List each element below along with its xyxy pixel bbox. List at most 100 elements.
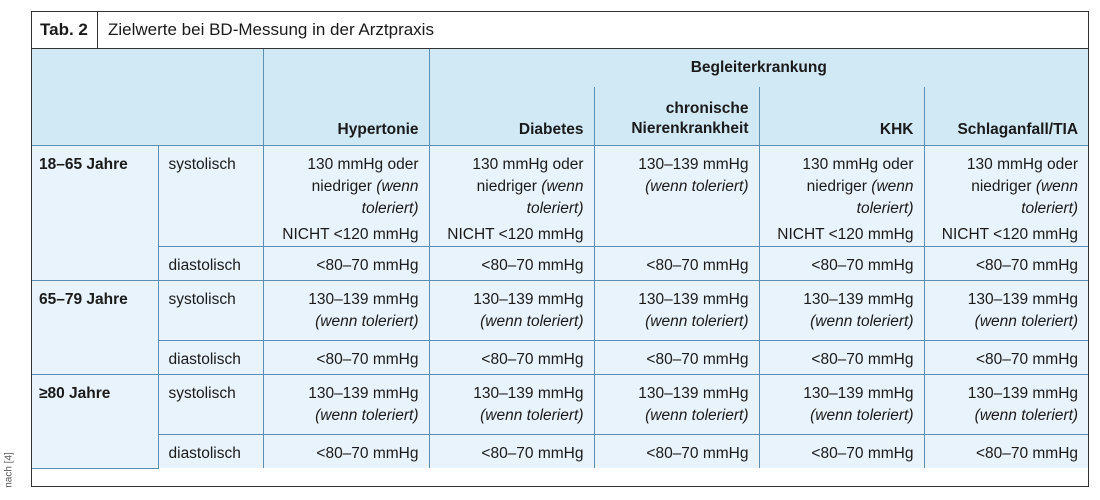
value-note: toleriert) bbox=[361, 199, 419, 217]
value-limit: NICHT <120 mmHg bbox=[447, 225, 584, 243]
value-main: 130–139 mmHg bbox=[308, 384, 419, 402]
cell-value: 130–139 mmHg (wenn toleriert) bbox=[262, 373, 430, 435]
target-values-table: Tab. 2 Zielwerte bei BD-Messung in der A… bbox=[31, 11, 1089, 487]
header-schlaganfall: Schlaganfall/TIA bbox=[923, 87, 1089, 146]
source-note: nach [4] bbox=[3, 452, 15, 488]
cell-value: <80–70 mmHg bbox=[428, 245, 595, 281]
value-main: 130–139 mmHg bbox=[803, 290, 914, 308]
value-note: (wenn toleriert) bbox=[810, 406, 914, 424]
cell-value: <80–70 mmHg bbox=[758, 245, 925, 281]
age-group-18-65: 18–65 Jahre bbox=[32, 145, 159, 281]
value-limit: NICHT <120 mmHg bbox=[777, 225, 914, 243]
cell-value: <80–70 mmHg bbox=[923, 245, 1089, 281]
cell-value: <80–70 mmHg bbox=[262, 339, 430, 375]
value-note: (wenn toleriert) bbox=[315, 312, 419, 330]
cell-value: 130–139 mmHg (wenn toleriert) bbox=[593, 373, 760, 435]
type-systolisch: systolisch bbox=[157, 279, 264, 341]
cell-value: <80–70 mmHg bbox=[262, 433, 430, 468]
value-main: 130 mmHg oder bbox=[307, 155, 419, 173]
source-note-text: nach [4] bbox=[3, 452, 15, 488]
value-main: 130–139 mmHg bbox=[967, 384, 1079, 402]
cell-value: <80–70 mmHg bbox=[593, 245, 760, 281]
cell-value: 130–139 mmHg (wenn toleriert) bbox=[593, 145, 760, 247]
cell-value: <80–70 mmHg bbox=[923, 433, 1089, 468]
cell-value: 130–139 mmHg (wenn toleriert) bbox=[758, 373, 925, 435]
type-diastolisch: diastolisch bbox=[158, 245, 264, 281]
cell-value: <80–70 mmHg bbox=[428, 433, 595, 468]
header-empty bbox=[32, 49, 264, 146]
header-hypertonie: Hypertonie bbox=[262, 49, 430, 146]
cell-value: 130–139 mmHg (wenn toleriert) bbox=[593, 279, 760, 341]
cell-value: 130–139 mmHg (wenn toleriert) bbox=[428, 373, 595, 435]
header-begleiterkrankung: Begleiterkrankung bbox=[428, 49, 1089, 87]
value-note: (wenn toleriert) bbox=[810, 312, 914, 330]
value-note: (wenn toleriert) bbox=[480, 312, 584, 330]
table-row: 65–79 Jahre systolisch 130–139 mmHg (wenn… bbox=[32, 279, 1089, 375]
table-row: diastolisch <80–70 mmHg <80–70 mmHg <80–… bbox=[32, 339, 1089, 375]
cell-value: 130–139 mmHg (wenn toleriert) bbox=[923, 279, 1089, 341]
cell-value: 130–139 mmHg (wenn toleriert) bbox=[923, 373, 1089, 435]
table-row: 18–65 Jahre systolisch 130 mmHg oder nie… bbox=[32, 145, 1089, 281]
cell-value: <80–70 mmHg bbox=[758, 339, 925, 375]
value-main: 130–139 mmHg bbox=[308, 290, 419, 308]
value-main: niedriger bbox=[311, 177, 372, 195]
table-row: diastolisch <80–70 mmHg <80–70 mmHg <80–… bbox=[32, 245, 1089, 281]
cell-value: <80–70 mmHg bbox=[593, 339, 760, 375]
cell-value: 130–139 mmHg (wenn toleriert) bbox=[428, 279, 595, 341]
type-diastolisch: diastolisch bbox=[158, 433, 264, 468]
value-limit: NICHT <120 mmHg bbox=[941, 225, 1079, 243]
type-systolisch: systolisch bbox=[157, 145, 264, 247]
value-main: 130–139 mmHg bbox=[638, 155, 749, 173]
table-number: Tab. 2 bbox=[32, 12, 98, 48]
type-diastolisch: diastolisch bbox=[158, 339, 264, 375]
value-note: (wenn toleriert) bbox=[974, 312, 1079, 330]
cell-value: 130 mmHg oder niedriger (wenn toleriert)… bbox=[428, 145, 595, 247]
value-main: 130–139 mmHg bbox=[803, 384, 914, 402]
value-note: (wenn bbox=[1035, 177, 1079, 195]
cell-value: <80–70 mmHg bbox=[923, 339, 1089, 375]
table-title: Zielwerte bei BD-Messung in der Arztprax… bbox=[108, 20, 434, 39]
header-khk: KHK bbox=[758, 87, 924, 146]
value-note: (wenn toleriert) bbox=[645, 312, 749, 330]
cell-value: 130 mmHg oder niedriger (wenn toleriert)… bbox=[262, 145, 430, 247]
value-main: 130 mmHg oder bbox=[472, 155, 584, 173]
value-note: (wenn toleriert) bbox=[645, 177, 749, 195]
cell-value: 130 mmHg oder niedriger (wenn toleriert)… bbox=[758, 145, 925, 247]
cell-value: <80–70 mmHg bbox=[593, 433, 760, 468]
value-note: toleriert) bbox=[856, 199, 914, 217]
value-note: toleriert) bbox=[526, 199, 584, 217]
value-main: 130 mmHg oder bbox=[966, 155, 1079, 173]
table-row: ≥80 Jahre systolisch 130–139 mmHg (wenn t… bbox=[32, 373, 1089, 469]
value-note: (wenn bbox=[376, 177, 419, 195]
cell-value: 130–139 mmHg (wenn toleriert) bbox=[758, 279, 925, 341]
cell-value: 130 mmHg oder niedriger (wenn toleriert)… bbox=[923, 145, 1089, 247]
cell-value: <80–70 mmHg bbox=[758, 433, 925, 468]
cell-value: 130–139 mmHg (wenn toleriert) bbox=[262, 279, 430, 341]
value-main: niedriger bbox=[971, 177, 1032, 195]
value-note: (wenn toleriert) bbox=[315, 406, 419, 424]
value-note: (wenn toleriert) bbox=[974, 406, 1079, 424]
value-main: 130–139 mmHg bbox=[967, 290, 1079, 308]
age-group-65-79: 65–79 Jahre bbox=[32, 279, 159, 375]
table-title-bar: Tab. 2 Zielwerte bei BD-Messung in der A… bbox=[32, 12, 1088, 49]
value-note: (wenn toleriert) bbox=[645, 406, 749, 424]
value-main: 130–139 mmHg bbox=[638, 384, 749, 402]
value-main: 130 mmHg oder bbox=[802, 155, 914, 173]
value-main: 130–139 mmHg bbox=[638, 290, 749, 308]
value-note: toleriert) bbox=[1021, 199, 1079, 217]
value-note: (wenn bbox=[541, 177, 584, 195]
age-group-80: ≥80 Jahre bbox=[32, 373, 159, 469]
cell-value: <80–70 mmHg bbox=[428, 339, 595, 375]
value-note: (wenn toleriert) bbox=[480, 406, 584, 424]
header-niere-text: chronische Nierenkrankheit bbox=[631, 99, 749, 137]
value-main: 130–139 mmHg bbox=[473, 290, 584, 308]
value-main: niedriger bbox=[476, 177, 537, 195]
type-systolisch: systolisch bbox=[157, 373, 264, 435]
value-limit: NICHT <120 mmHg bbox=[282, 225, 419, 243]
cell-value: <80–70 mmHg bbox=[262, 245, 430, 281]
value-main: niedriger bbox=[806, 177, 867, 195]
value-main: 130–139 mmHg bbox=[473, 384, 584, 402]
header-niere: chronische Nierenkrankheit bbox=[593, 87, 759, 146]
data-table: Hypertonie Begleiterkrankung Diabetes ch… bbox=[32, 49, 1089, 469]
header-diabetes: Diabetes bbox=[429, 87, 594, 146]
